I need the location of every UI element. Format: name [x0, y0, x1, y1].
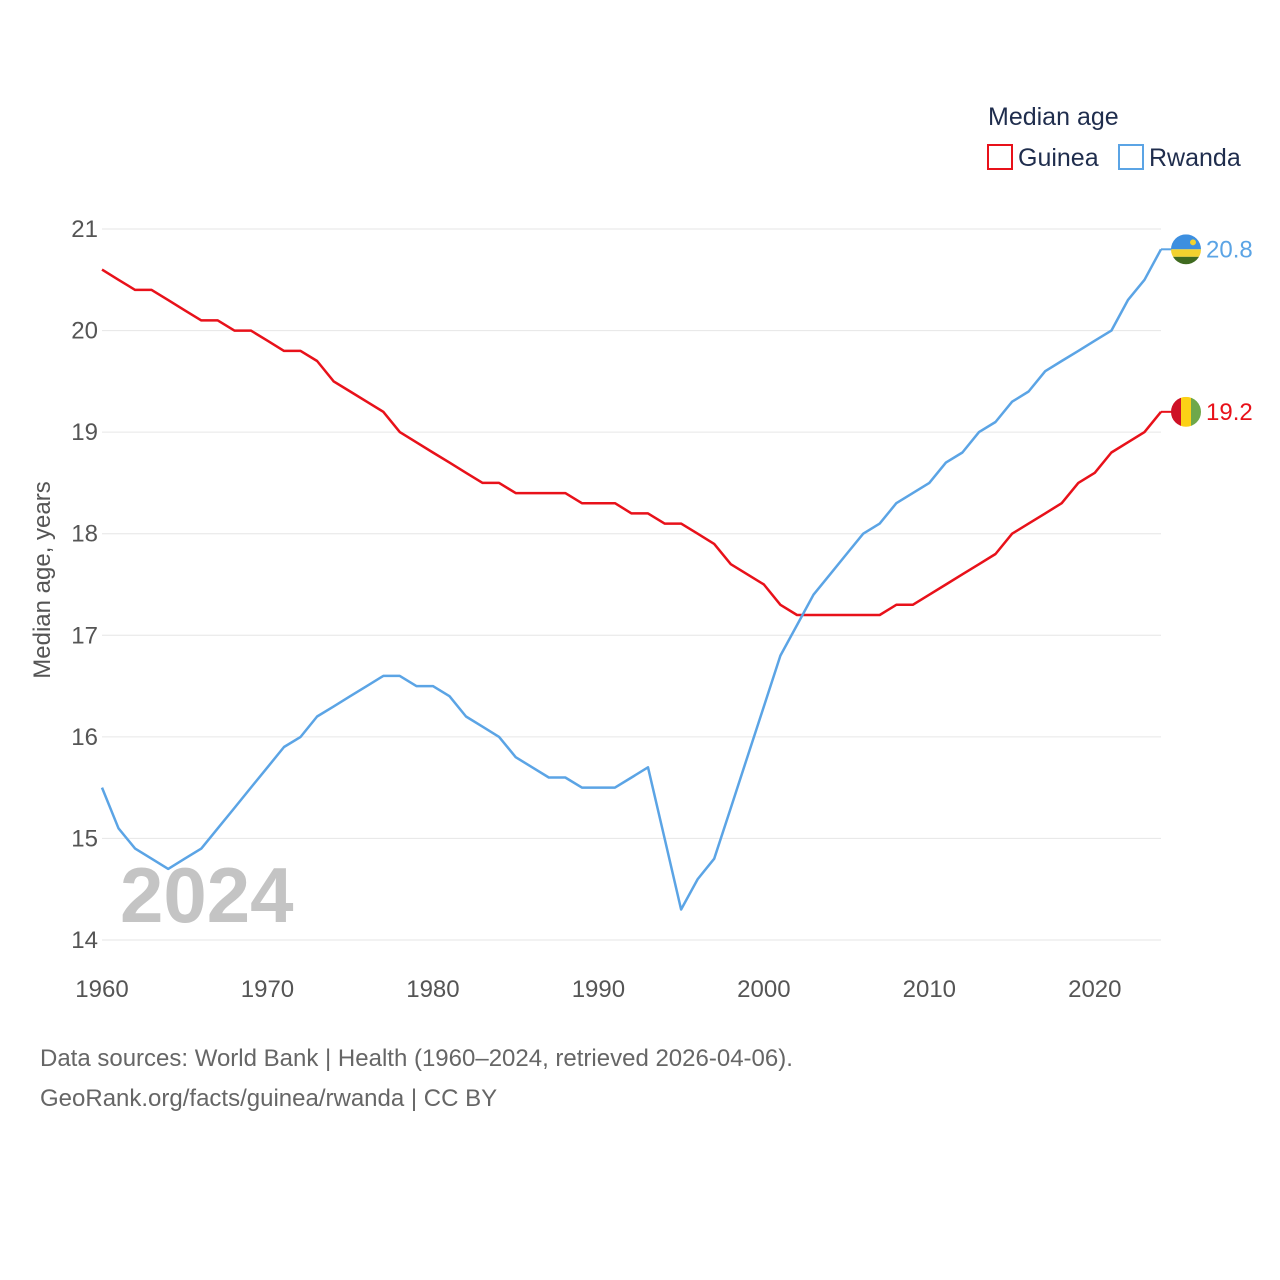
- x-tick-label-2000: 2000: [737, 976, 790, 1003]
- y-tick-label-16: 16: [71, 724, 98, 751]
- guinea-flag-icon: [1171, 396, 1201, 427]
- x-tick-label-1980: 1980: [406, 976, 459, 1003]
- y-tick-label-15: 15: [71, 825, 98, 852]
- x-tick-label-1990: 1990: [572, 976, 625, 1003]
- x-tick-label-1960: 1960: [75, 976, 128, 1003]
- y-tick-label-18: 18: [71, 521, 98, 548]
- legend[interactable]: Median age Guinea Rwanda: [987, 103, 1241, 172]
- y-tick-label-19: 19: [71, 419, 98, 446]
- y-axis: 14 15 16 17 18 19 20 21: [71, 216, 98, 954]
- end-value-label-guinea: 19.2: [1206, 399, 1253, 426]
- y-axis-title: Median age, years: [29, 481, 56, 678]
- x-tick-label-1970: 1970: [241, 976, 294, 1003]
- series-line-guinea: [101, 268, 1162, 617]
- x-tick-label-2010: 2010: [903, 976, 956, 1003]
- x-axis: 1960 1970 1980 1990 2000 2010 2020: [75, 976, 1121, 1003]
- year-watermark: 2024: [120, 851, 294, 939]
- end-markers: 19.2 20.8: [1161, 234, 1253, 427]
- rwanda-flag-icon: [1171, 234, 1201, 265]
- y-tick-label-21: 21: [71, 216, 98, 243]
- legend-swatch-guinea: [987, 144, 1013, 170]
- legend-label-guinea: Guinea: [1018, 144, 1099, 172]
- legend-swatch-rwanda: [1118, 144, 1144, 170]
- legend-item-rwanda[interactable]: Rwanda: [1118, 144, 1241, 172]
- series-line-rwanda: [100, 248, 1163, 911]
- y-tick-label-20: 20: [71, 318, 98, 345]
- end-value-label-rwanda: 20.8: [1206, 236, 1253, 263]
- legend-item-guinea[interactable]: Guinea: [987, 144, 1099, 172]
- legend-label-rwanda: Rwanda: [1149, 144, 1241, 172]
- legend-title: Median age: [988, 103, 1119, 131]
- data-sources-note: Data sources: World Bank | Health (1960–…: [40, 1045, 793, 1072]
- y-tick-label-14: 14: [71, 927, 98, 954]
- y-tick-label-17: 17: [71, 622, 98, 649]
- x-tick-label-2020: 2020: [1068, 976, 1121, 1003]
- gridlines: [102, 228, 1161, 941]
- series-lines: [100, 248, 1163, 911]
- credit-link[interactable]: GeoRank.org/facts/guinea/rwanda | CC BY: [40, 1085, 498, 1112]
